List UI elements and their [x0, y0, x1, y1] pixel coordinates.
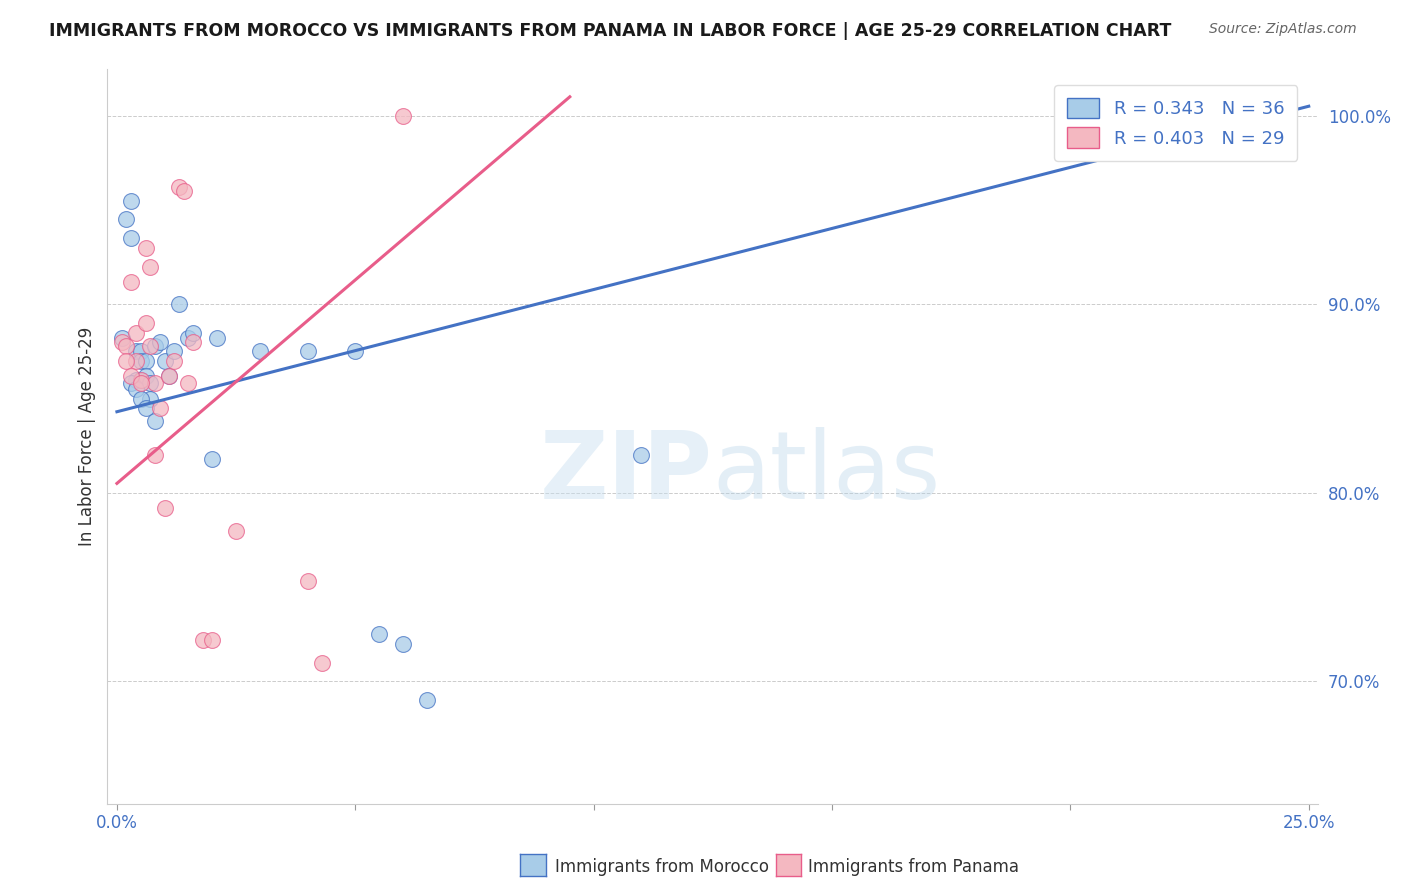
Point — [392, 637, 415, 651]
Text: Immigrants from Morocco: Immigrants from Morocco — [555, 858, 769, 876]
Point — [149, 401, 172, 415]
Point — [134, 368, 156, 383]
Point — [120, 376, 142, 391]
Point — [297, 344, 319, 359]
Point — [143, 376, 166, 391]
Text: Source: ZipAtlas.com: Source: ZipAtlas.com — [1209, 22, 1357, 37]
Point — [416, 693, 439, 707]
Point — [630, 448, 652, 462]
Point — [201, 451, 224, 466]
Point — [143, 448, 166, 462]
Point — [143, 414, 166, 428]
Point — [139, 260, 162, 274]
Point — [125, 326, 148, 340]
Text: IMMIGRANTS FROM MOROCCO VS IMMIGRANTS FROM PANAMA IN LABOR FORCE | AGE 25-29 COR: IMMIGRANTS FROM MOROCCO VS IMMIGRANTS FR… — [49, 22, 1171, 40]
Point — [173, 184, 195, 198]
Point — [191, 632, 214, 647]
Point — [129, 373, 152, 387]
Point — [120, 231, 142, 245]
Point — [115, 354, 138, 368]
Text: atlas: atlas — [713, 427, 941, 519]
Point — [125, 344, 148, 359]
Point — [297, 574, 319, 589]
Point — [125, 354, 148, 368]
Point — [153, 354, 176, 368]
Point — [225, 524, 247, 538]
Point — [311, 656, 333, 670]
Point — [368, 627, 391, 641]
Point — [115, 212, 138, 227]
Point — [139, 339, 162, 353]
Point — [392, 109, 415, 123]
Point — [115, 339, 138, 353]
Point — [157, 368, 180, 383]
Point — [157, 368, 180, 383]
Text: ZIP: ZIP — [540, 427, 713, 519]
Point — [129, 373, 152, 387]
Point — [129, 354, 152, 368]
Point — [139, 376, 162, 391]
Point — [129, 344, 152, 359]
Point — [134, 316, 156, 330]
Point — [120, 275, 142, 289]
Point — [181, 326, 204, 340]
Point — [120, 194, 142, 208]
Text: Immigrants from Panama: Immigrants from Panama — [808, 858, 1019, 876]
Point — [344, 344, 367, 359]
Legend: R = 0.343   N = 36, R = 0.403   N = 29: R = 0.343 N = 36, R = 0.403 N = 29 — [1054, 85, 1298, 161]
Point — [149, 334, 172, 349]
Point — [111, 331, 134, 345]
Point — [249, 344, 271, 359]
Point — [181, 334, 204, 349]
Point — [120, 368, 142, 383]
Point — [134, 354, 156, 368]
Point — [134, 401, 156, 415]
Point — [129, 376, 152, 391]
Point — [163, 354, 186, 368]
Point — [205, 331, 228, 345]
Point — [177, 376, 200, 391]
Point — [163, 344, 186, 359]
Point — [153, 500, 176, 515]
Point — [201, 632, 224, 647]
Point — [167, 297, 190, 311]
Point — [177, 331, 200, 345]
Point — [125, 373, 148, 387]
Point — [111, 334, 134, 349]
Point — [125, 382, 148, 396]
Point — [134, 241, 156, 255]
Point — [129, 392, 152, 406]
Point — [167, 180, 190, 194]
Point — [139, 392, 162, 406]
Point — [143, 339, 166, 353]
Y-axis label: In Labor Force | Age 25-29: In Labor Force | Age 25-29 — [79, 326, 96, 546]
Point — [1154, 109, 1177, 123]
